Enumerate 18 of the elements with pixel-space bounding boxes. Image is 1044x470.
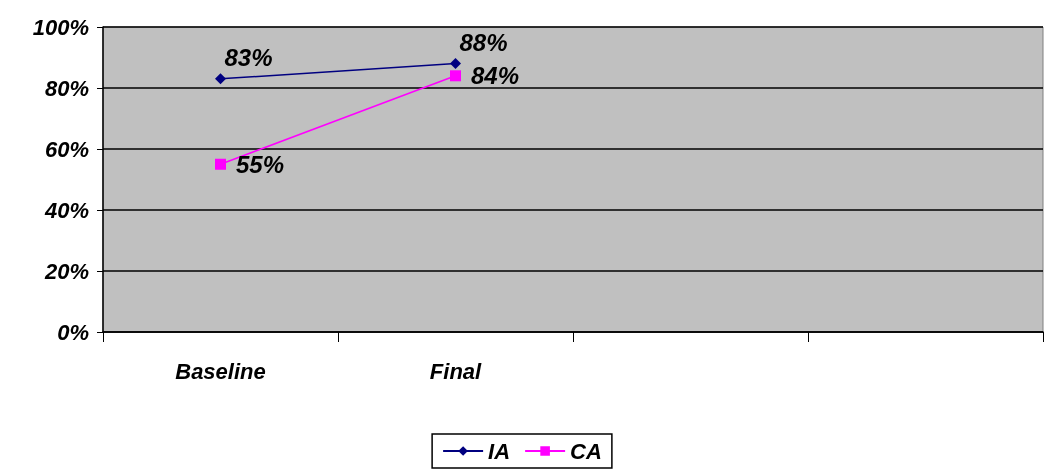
data-label: 84% [471,62,520,90]
point [450,58,461,70]
y-tick-label: 60% [44,136,89,162]
data-label: 83% [224,43,273,71]
legend-label: CA [570,438,602,464]
x-tick-label: Final [429,358,483,384]
y-tick-label: 80% [44,75,89,101]
y-tick-label: 100% [32,14,89,40]
y-tick-label: 20% [43,258,89,284]
data-label: 55% [236,150,285,178]
point [215,73,226,85]
point [450,70,461,82]
x-tick-label: Baseline [175,358,266,384]
y-tick-label: 40% [43,197,89,223]
y-tick-label: 0% [57,319,89,345]
point [215,158,226,170]
legend-label: IA [488,438,511,464]
data-label: 88% [459,28,508,56]
